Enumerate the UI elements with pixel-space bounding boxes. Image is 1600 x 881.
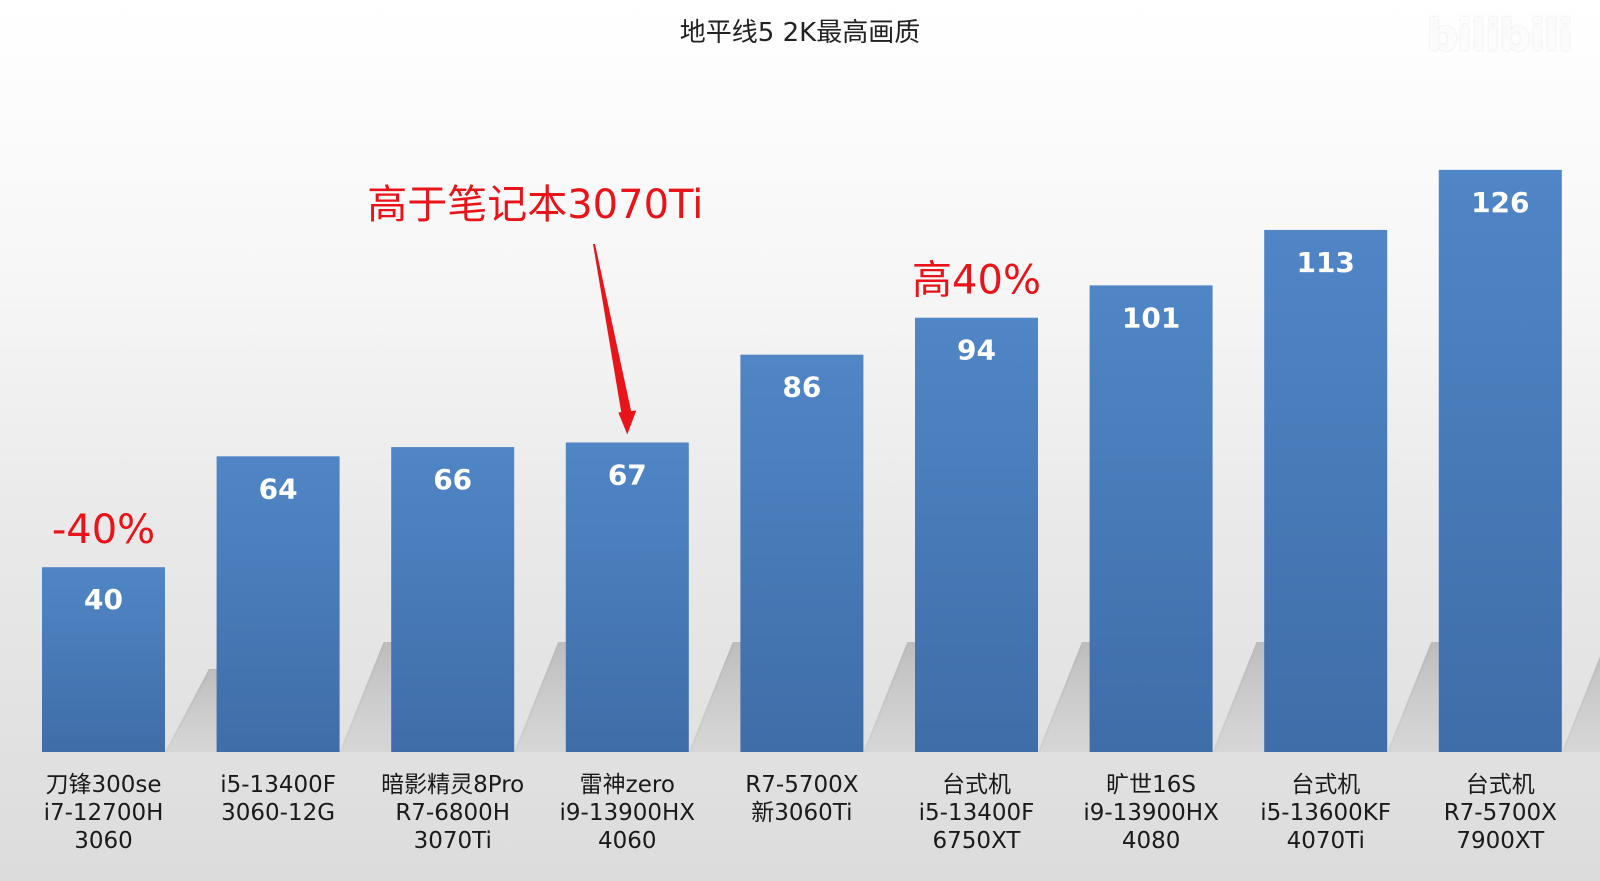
category-label-line: 4060	[598, 828, 657, 854]
bar-shadows	[165, 642, 1600, 752]
bar-shadow	[514, 642, 559, 752]
category-label-line: 3070Ti	[414, 828, 492, 854]
annotations: -40% 高于笔记本3070Ti 高40%	[52, 182, 1041, 553]
bar-shadow	[863, 642, 908, 752]
bar-value-label: 40	[84, 583, 123, 616]
bar-shadow	[339, 642, 398, 752]
category-label-line: i5-13600KF	[1260, 800, 1391, 826]
bar-shadow	[165, 668, 209, 752]
bar-shadow	[1387, 642, 1432, 752]
category-label: R7-5700X 新3060Ti	[745, 772, 858, 826]
category-label: 台式机 i5-13400F 6750XT	[919, 772, 1035, 854]
bar-value-label: 67	[608, 458, 647, 491]
category-label-line: 7900XT	[1456, 828, 1545, 854]
bar-shadow	[1212, 642, 1271, 752]
bar	[1089, 285, 1213, 752]
category-label-line: 暗影精灵8Pro	[381, 772, 524, 798]
category-label: 旷世16S i9-13900HX 4080	[1083, 772, 1219, 854]
annotation-label: 高40%	[912, 258, 1041, 304]
bar-value-label: 64	[259, 472, 298, 505]
category-label-line: i9-13900HX	[1083, 800, 1219, 826]
category-label-line: 新3060Ti	[751, 800, 852, 826]
bar-shadow	[165, 668, 223, 752]
category-label-line: 6750XT	[933, 828, 1022, 854]
category-label: 雷神zero i9-13900HX 4060	[560, 772, 696, 854]
bar	[740, 354, 864, 752]
bar-shadow	[1038, 642, 1096, 752]
bar-shadow	[863, 642, 921, 752]
category-label-line: R7-6800H	[395, 800, 510, 826]
bar-shadow	[688, 642, 747, 752]
bar	[391, 447, 515, 752]
annotation-arrow-head	[618, 410, 637, 435]
annotation-label: -40%	[52, 507, 155, 553]
bar	[565, 442, 689, 752]
category-label-line: 3060-12G	[221, 800, 335, 826]
bar-shadow	[514, 642, 572, 752]
bar-shadow	[688, 642, 733, 752]
bar-value-label: 66	[433, 463, 472, 496]
bar-shadow	[1387, 642, 1445, 752]
chart-title: 地平线5 2K最高画质	[679, 18, 921, 48]
bar	[216, 456, 340, 752]
bar-value-label: 86	[782, 371, 821, 404]
category-label-line: 雷神zero	[580, 772, 675, 798]
bar	[915, 317, 1038, 752]
category-label-line: 台式机	[1466, 772, 1535, 798]
category-label-line: 4070Ti	[1287, 828, 1365, 854]
bar	[1438, 169, 1562, 752]
category-label: 暗影精灵8Pro R7-6800H 3070Ti	[381, 772, 524, 854]
category-label-line: i5-13400F	[919, 800, 1035, 826]
category-label-line: i9-13900HX	[560, 800, 696, 826]
category-label-line: 台式机	[1291, 772, 1360, 798]
bar-shadow	[1212, 642, 1257, 752]
category-label-line: 刀锋300se	[45, 772, 161, 798]
category-label: 台式机 R7-5700X 7900XT	[1444, 772, 1557, 854]
bar-shadow	[339, 642, 384, 752]
annotation-arrow-shaft	[593, 244, 633, 419]
category-label-line: 4080	[1122, 828, 1181, 854]
category-label: 台式机 i5-13600KF 4070Ti	[1260, 772, 1391, 854]
category-label-line: 旷世16S	[1106, 772, 1196, 798]
bar-shadow	[1038, 642, 1082, 752]
bar-value-labels: 40 64 66 67 86 94 101 113 126	[84, 186, 1530, 616]
category-label-line: R7-5700X	[745, 772, 858, 798]
bar-value-label: 94	[957, 334, 996, 367]
bar-shadow	[1561, 656, 1600, 752]
bar-value-label: 113	[1296, 246, 1354, 279]
category-label-line: i7-12700H	[44, 800, 164, 826]
bilibili-watermark: bilibili	[1426, 10, 1573, 61]
category-label-line: 3060	[74, 828, 133, 854]
bar-shadow	[1561, 656, 1600, 752]
annotation-label: 高于笔记本3070Ti	[367, 182, 703, 228]
bar	[1264, 229, 1388, 752]
category-label: 刀锋300se i7-12700H 3060	[44, 772, 164, 854]
category-label-line: 台式机	[942, 772, 1011, 798]
category-label: i5-13400F 3060-12G	[220, 772, 336, 826]
bars	[42, 169, 1562, 752]
category-label-line: R7-5700X	[1444, 800, 1557, 826]
category-label-line: i5-13400F	[220, 772, 336, 798]
bar	[42, 567, 165, 752]
bar-value-label: 126	[1471, 186, 1529, 219]
bar-value-label: 101	[1122, 301, 1180, 334]
